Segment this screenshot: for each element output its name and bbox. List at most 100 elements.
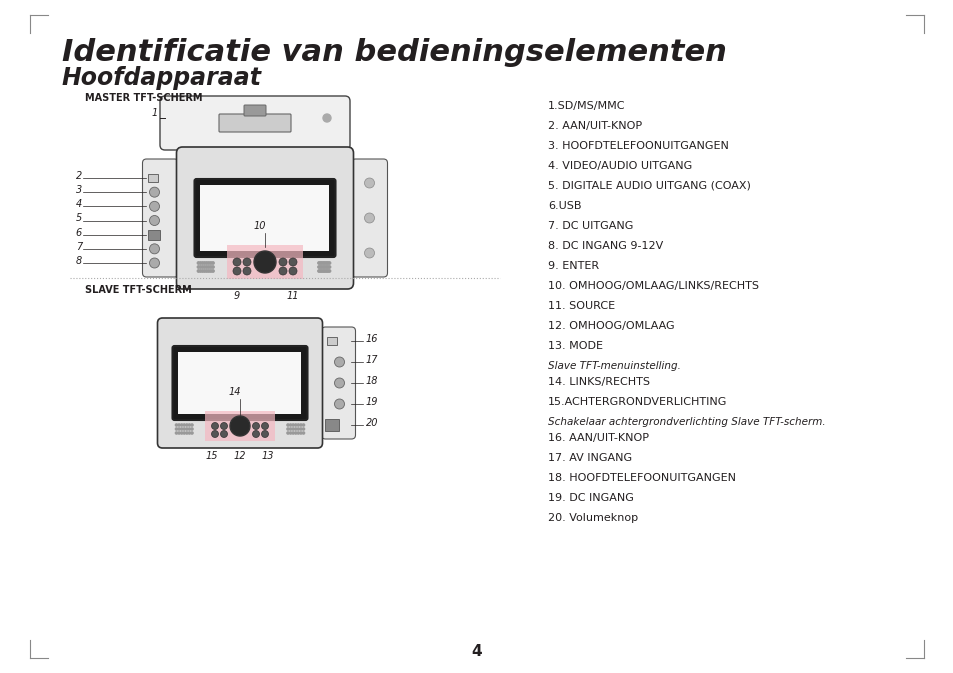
Text: 8: 8 (75, 256, 82, 266)
Text: Schakelaar achtergrondverlichting Slave TFT-scherm.: Schakelaar achtergrondverlichting Slave … (547, 417, 824, 427)
Circle shape (364, 248, 375, 258)
FancyBboxPatch shape (219, 114, 291, 132)
Circle shape (175, 424, 177, 426)
Text: 13. MODE: 13. MODE (547, 341, 602, 351)
Bar (325, 419, 339, 431)
Circle shape (150, 215, 159, 225)
Circle shape (253, 423, 259, 429)
Circle shape (302, 432, 304, 434)
Circle shape (212, 266, 214, 269)
Circle shape (180, 424, 183, 426)
Text: 6: 6 (75, 227, 82, 238)
Circle shape (191, 432, 193, 434)
Circle shape (205, 262, 208, 264)
Ellipse shape (230, 416, 250, 436)
Circle shape (289, 424, 292, 426)
Circle shape (205, 270, 208, 272)
Circle shape (233, 258, 241, 266)
Circle shape (210, 270, 212, 272)
Circle shape (287, 428, 289, 430)
Circle shape (261, 431, 268, 437)
Circle shape (191, 428, 193, 430)
Text: 12. OMHOOG/OMLAAG: 12. OMHOOG/OMLAAG (547, 321, 674, 331)
Circle shape (289, 258, 296, 266)
Circle shape (188, 428, 191, 430)
FancyBboxPatch shape (176, 147, 354, 289)
Circle shape (299, 428, 302, 430)
Circle shape (335, 378, 344, 388)
Circle shape (197, 262, 199, 264)
Circle shape (261, 423, 268, 429)
Text: 5: 5 (75, 213, 82, 223)
Circle shape (203, 262, 206, 264)
Circle shape (287, 432, 289, 434)
Circle shape (299, 432, 302, 434)
Circle shape (186, 424, 188, 426)
Circle shape (289, 428, 292, 430)
Circle shape (325, 270, 328, 272)
Circle shape (322, 266, 324, 269)
Circle shape (199, 262, 202, 264)
Circle shape (335, 399, 344, 409)
Circle shape (294, 424, 296, 426)
Text: 15: 15 (206, 451, 218, 461)
Circle shape (180, 428, 183, 430)
Circle shape (325, 262, 328, 264)
Text: 8. DC INGANG 9-12V: 8. DC INGANG 9-12V (547, 241, 662, 251)
Bar (149, 174, 158, 182)
Circle shape (183, 424, 185, 426)
FancyBboxPatch shape (194, 179, 335, 257)
Circle shape (212, 431, 218, 437)
Text: Identificatie van bedieningselementen: Identificatie van bedieningselementen (62, 38, 726, 67)
Bar (178, 352, 301, 414)
Circle shape (294, 432, 296, 434)
Text: 15.ACHTERGRONDVERLICHTING: 15.ACHTERGRONDVERLICHTING (547, 397, 726, 407)
Circle shape (319, 270, 321, 272)
Circle shape (197, 270, 199, 272)
Circle shape (150, 201, 159, 211)
Text: 2: 2 (75, 171, 82, 181)
Circle shape (203, 270, 206, 272)
Text: 6.USB: 6.USB (547, 201, 581, 211)
Circle shape (323, 266, 326, 269)
Circle shape (188, 424, 191, 426)
Circle shape (302, 428, 304, 430)
Circle shape (191, 424, 193, 426)
Text: 3: 3 (75, 185, 82, 195)
Circle shape (297, 432, 299, 434)
Bar (149, 229, 160, 240)
Circle shape (201, 270, 204, 272)
Text: 18. HOOFDTELEFOONUITGANGEN: 18. HOOFDTELEFOONUITGANGEN (547, 473, 735, 483)
Bar (200, 185, 329, 251)
Circle shape (302, 424, 304, 426)
Circle shape (320, 266, 323, 269)
Text: 10: 10 (253, 221, 266, 231)
Circle shape (212, 423, 218, 429)
Circle shape (327, 262, 329, 264)
Circle shape (317, 270, 320, 272)
Text: 12: 12 (233, 451, 246, 461)
Text: 4. VIDEO/AUDIO UITGANG: 4. VIDEO/AUDIO UITGANG (547, 161, 692, 171)
Text: 7: 7 (75, 242, 82, 252)
Circle shape (278, 258, 287, 266)
Circle shape (186, 428, 188, 430)
Text: Hoofdapparaat: Hoofdapparaat (62, 66, 262, 90)
Text: 20: 20 (365, 418, 377, 428)
Text: 1: 1 (152, 108, 158, 118)
Circle shape (208, 266, 210, 269)
Text: 20. Volumeknop: 20. Volumeknop (547, 513, 638, 523)
Circle shape (327, 266, 329, 269)
Circle shape (328, 266, 331, 269)
Text: 9: 9 (233, 291, 240, 301)
Circle shape (297, 428, 299, 430)
Text: 17. AV INGANG: 17. AV INGANG (547, 453, 632, 463)
Circle shape (233, 267, 241, 275)
Text: 3. HOOFDTELEFOONUITGANGEN: 3. HOOFDTELEFOONUITGANGEN (547, 141, 728, 151)
Text: 7. DC UITGANG: 7. DC UITGANG (547, 221, 633, 231)
FancyBboxPatch shape (321, 327, 355, 439)
Circle shape (364, 178, 375, 188)
FancyBboxPatch shape (160, 96, 350, 150)
Circle shape (150, 244, 159, 254)
Text: 11. SOURCE: 11. SOURCE (547, 301, 615, 311)
Circle shape (178, 432, 180, 434)
